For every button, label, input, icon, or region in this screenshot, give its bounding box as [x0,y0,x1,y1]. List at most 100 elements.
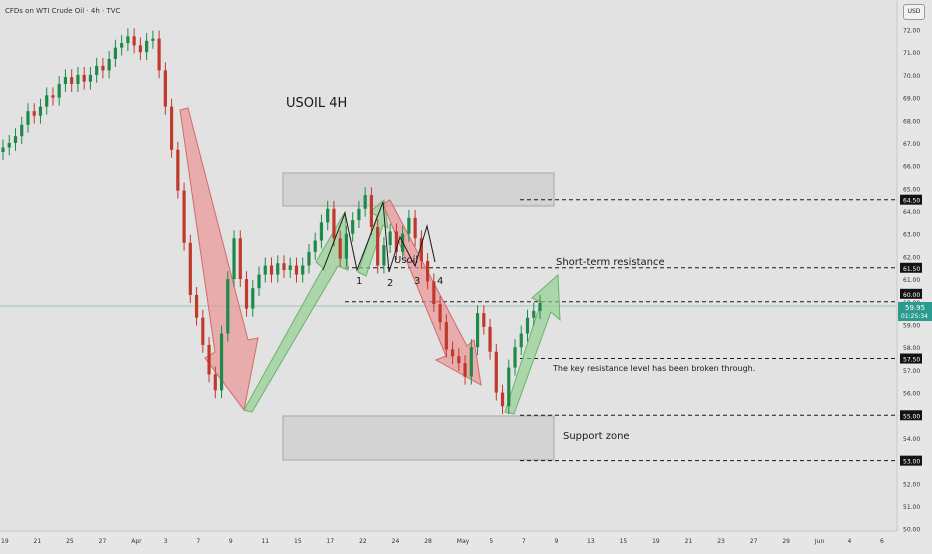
x-tick-label: 25 [66,538,74,545]
candle-body [532,310,536,318]
usoil-label: Usoil [394,255,418,266]
key-level-badge [900,288,922,299]
candle-body [82,74,86,82]
key-level-badge-label: 64.50 [903,198,920,205]
y-tick-label: 59.00 [903,323,920,330]
candle-body [351,220,355,234]
candle-body [282,263,286,271]
candle-body [482,313,486,327]
candle-body [151,38,155,41]
y-tick-label: 72.00 [903,28,920,35]
price-axis[interactable]: 72.00 71.00 70.00 69.00 68.00 67.00 66.00 65.00… [896,0,932,534]
currency-badge[interactable]: USD [903,4,925,20]
candle-body [226,279,230,334]
candle-body [138,45,142,53]
candle-body [394,231,398,252]
candle-body [257,274,261,289]
candle-body [213,374,217,391]
wave-label-3: 3 [414,276,420,287]
broken-resistance-note: The key resistance level has been broken… [552,364,755,373]
support-zone-label: Support zone [563,431,630,442]
chart-title: USOIL 4H [286,96,347,111]
x-tick-label: 23 [717,538,725,545]
candle-body [126,36,130,44]
candle-body [244,279,249,309]
time-axis[interactable]: 19 21 25 27 Apr 3 7 9 11 15 17 22 24 28 May 5 7 9 13 15 19 21… [0,530,897,545]
x-tick-label: 22 [359,538,367,545]
green-up-arrow-2 [357,199,389,277]
y-tick-label: 69.00 [903,96,920,103]
candle-body [107,59,111,71]
y-tick-label: 66.00 [903,164,920,171]
y-tick-label: 50.00 [903,527,920,534]
candle-body [313,240,317,252]
x-tick-label: 28 [424,538,432,545]
candle-body [438,304,442,323]
candle-body [38,106,43,116]
key-level-badge [900,455,922,466]
candle-body [269,265,274,275]
candle-body [13,136,18,143]
candle-body [538,302,542,311]
y-tick-label: 54.00 [903,436,920,443]
candle-body [113,47,117,59]
x-tick-label: 17 [327,538,335,545]
candle-body [332,208,336,239]
candle-body [357,208,361,221]
key-level-badge-label: 61.50 [903,266,920,273]
x-tick-label: 21 [685,538,693,545]
wave-label-1: 1 [356,276,362,287]
candle-body [95,65,99,75]
y-tick-label: 61.00 [903,277,920,284]
x-tick-label: 9 [229,538,233,545]
candle-body [157,38,161,71]
x-tick-label: 4 [847,538,851,545]
y-tick-label: 62.00 [903,254,920,261]
key-level-badge-label: 55.00 [903,413,920,420]
candle-body [76,74,80,84]
y-tick-label: 56.00 [903,391,920,398]
candle-body [432,281,436,305]
candle-body [344,233,349,259]
x-tick-label: 7 [196,538,200,545]
x-tick-label: 3 [164,538,168,545]
candle-body [294,265,299,275]
x-tick-label: May [457,538,470,545]
candle-body [369,195,374,227]
candle-body [207,344,211,375]
candle-body [70,77,74,84]
x-tick-label: 15 [620,538,628,545]
y-tick-label: 58.00 [903,345,920,352]
candle-body [326,208,330,223]
y-tick-label: 57.00 [903,368,920,375]
x-tick-label: 19 [1,538,9,545]
wave-zigzag-line [322,201,436,273]
x-tick-label: 6 [880,538,884,545]
candle-body [26,111,30,125]
support-zone [282,415,555,461]
candle-body [457,356,461,364]
candle-body [7,142,11,148]
candle-body [376,226,380,266]
candle-body [319,222,324,241]
key-level-badge-label: 60.00 [903,292,920,299]
key-level-badge [900,410,922,421]
candle-body [188,242,192,295]
candle-body [88,74,93,82]
candle-body [475,313,480,348]
y-tick-label: 51.00 [903,504,920,511]
key-level-badge [900,353,922,364]
candle-body [63,77,68,84]
candles [1,28,542,415]
resistance-zone [282,172,555,207]
red-down-arrow-2 [382,199,482,386]
candle-body [426,260,430,282]
candle-body [1,147,5,153]
currency-label: USD [907,8,921,15]
current-price-value: 59.95 [905,304,925,312]
candle-body [251,288,255,309]
candle-body [525,317,530,334]
candle-body [219,333,224,391]
